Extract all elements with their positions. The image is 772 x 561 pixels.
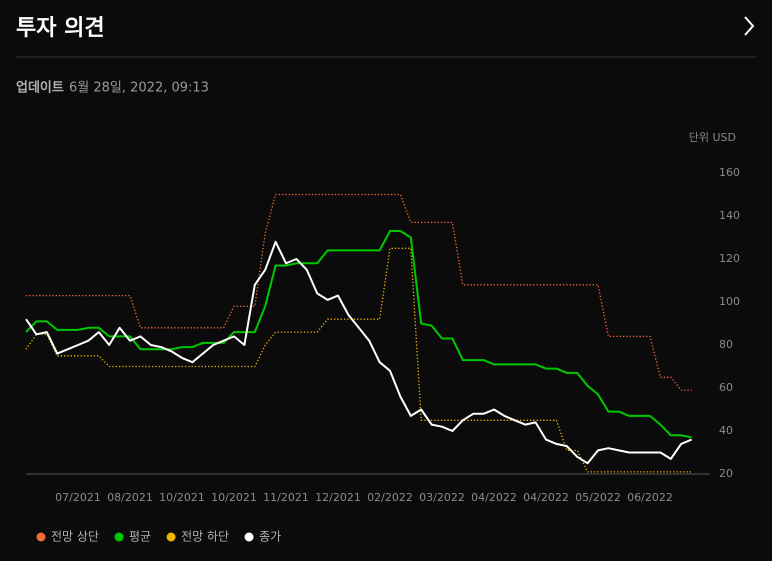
x-tick-label: 02/2022: [367, 491, 413, 504]
y-tick-label: 40: [719, 424, 733, 437]
x-tick-label: 11/2021: [263, 491, 309, 504]
update-label: 업데이트: [16, 80, 64, 96]
legend-swatch: [244, 532, 254, 542]
y-tick-label: 140: [719, 209, 740, 222]
legend-swatch: [166, 532, 176, 542]
legend-label: 종가: [259, 530, 281, 544]
series-line: [26, 193, 692, 391]
y-tick-label: 160: [719, 166, 740, 179]
unit-label: 단위 USD: [689, 131, 736, 144]
update-time: 6월 28일, 2022, 09:13: [69, 81, 209, 96]
x-tick-label: 12/2021: [315, 491, 361, 504]
legend-label: 전망 하단: [181, 530, 229, 544]
y-tick-label: 80: [719, 338, 733, 351]
x-tick-label: 10/2021: [211, 491, 257, 504]
y-tick-label: 60: [719, 381, 733, 394]
x-tick-label: 10/2021: [159, 491, 205, 504]
legend-label: 평균: [129, 530, 151, 544]
x-tick-label: 05/2022: [575, 491, 621, 504]
legend-swatch: [114, 532, 124, 542]
title: 투자 의견: [16, 16, 105, 41]
legend-swatch: [36, 532, 46, 542]
x-tick-label: 06/2022: [627, 491, 673, 504]
y-tick-label: 120: [719, 252, 740, 265]
x-tick-label: 07/2021: [55, 491, 101, 504]
x-tick-label: 04/2022: [471, 491, 517, 504]
series-line: [25, 230, 692, 439]
legend-label: 전망 상단: [51, 530, 99, 544]
series-line: [25, 247, 692, 473]
x-tick-label: 08/2021: [107, 491, 153, 504]
y-tick-label: 100: [719, 295, 740, 308]
series-line: [25, 240, 692, 465]
x-tick-label: 03/2022: [419, 491, 465, 504]
y-tick-label: 20: [719, 467, 733, 480]
x-tick-label: 04/2022: [523, 491, 569, 504]
chevron[interactable]: [744, 16, 755, 36]
